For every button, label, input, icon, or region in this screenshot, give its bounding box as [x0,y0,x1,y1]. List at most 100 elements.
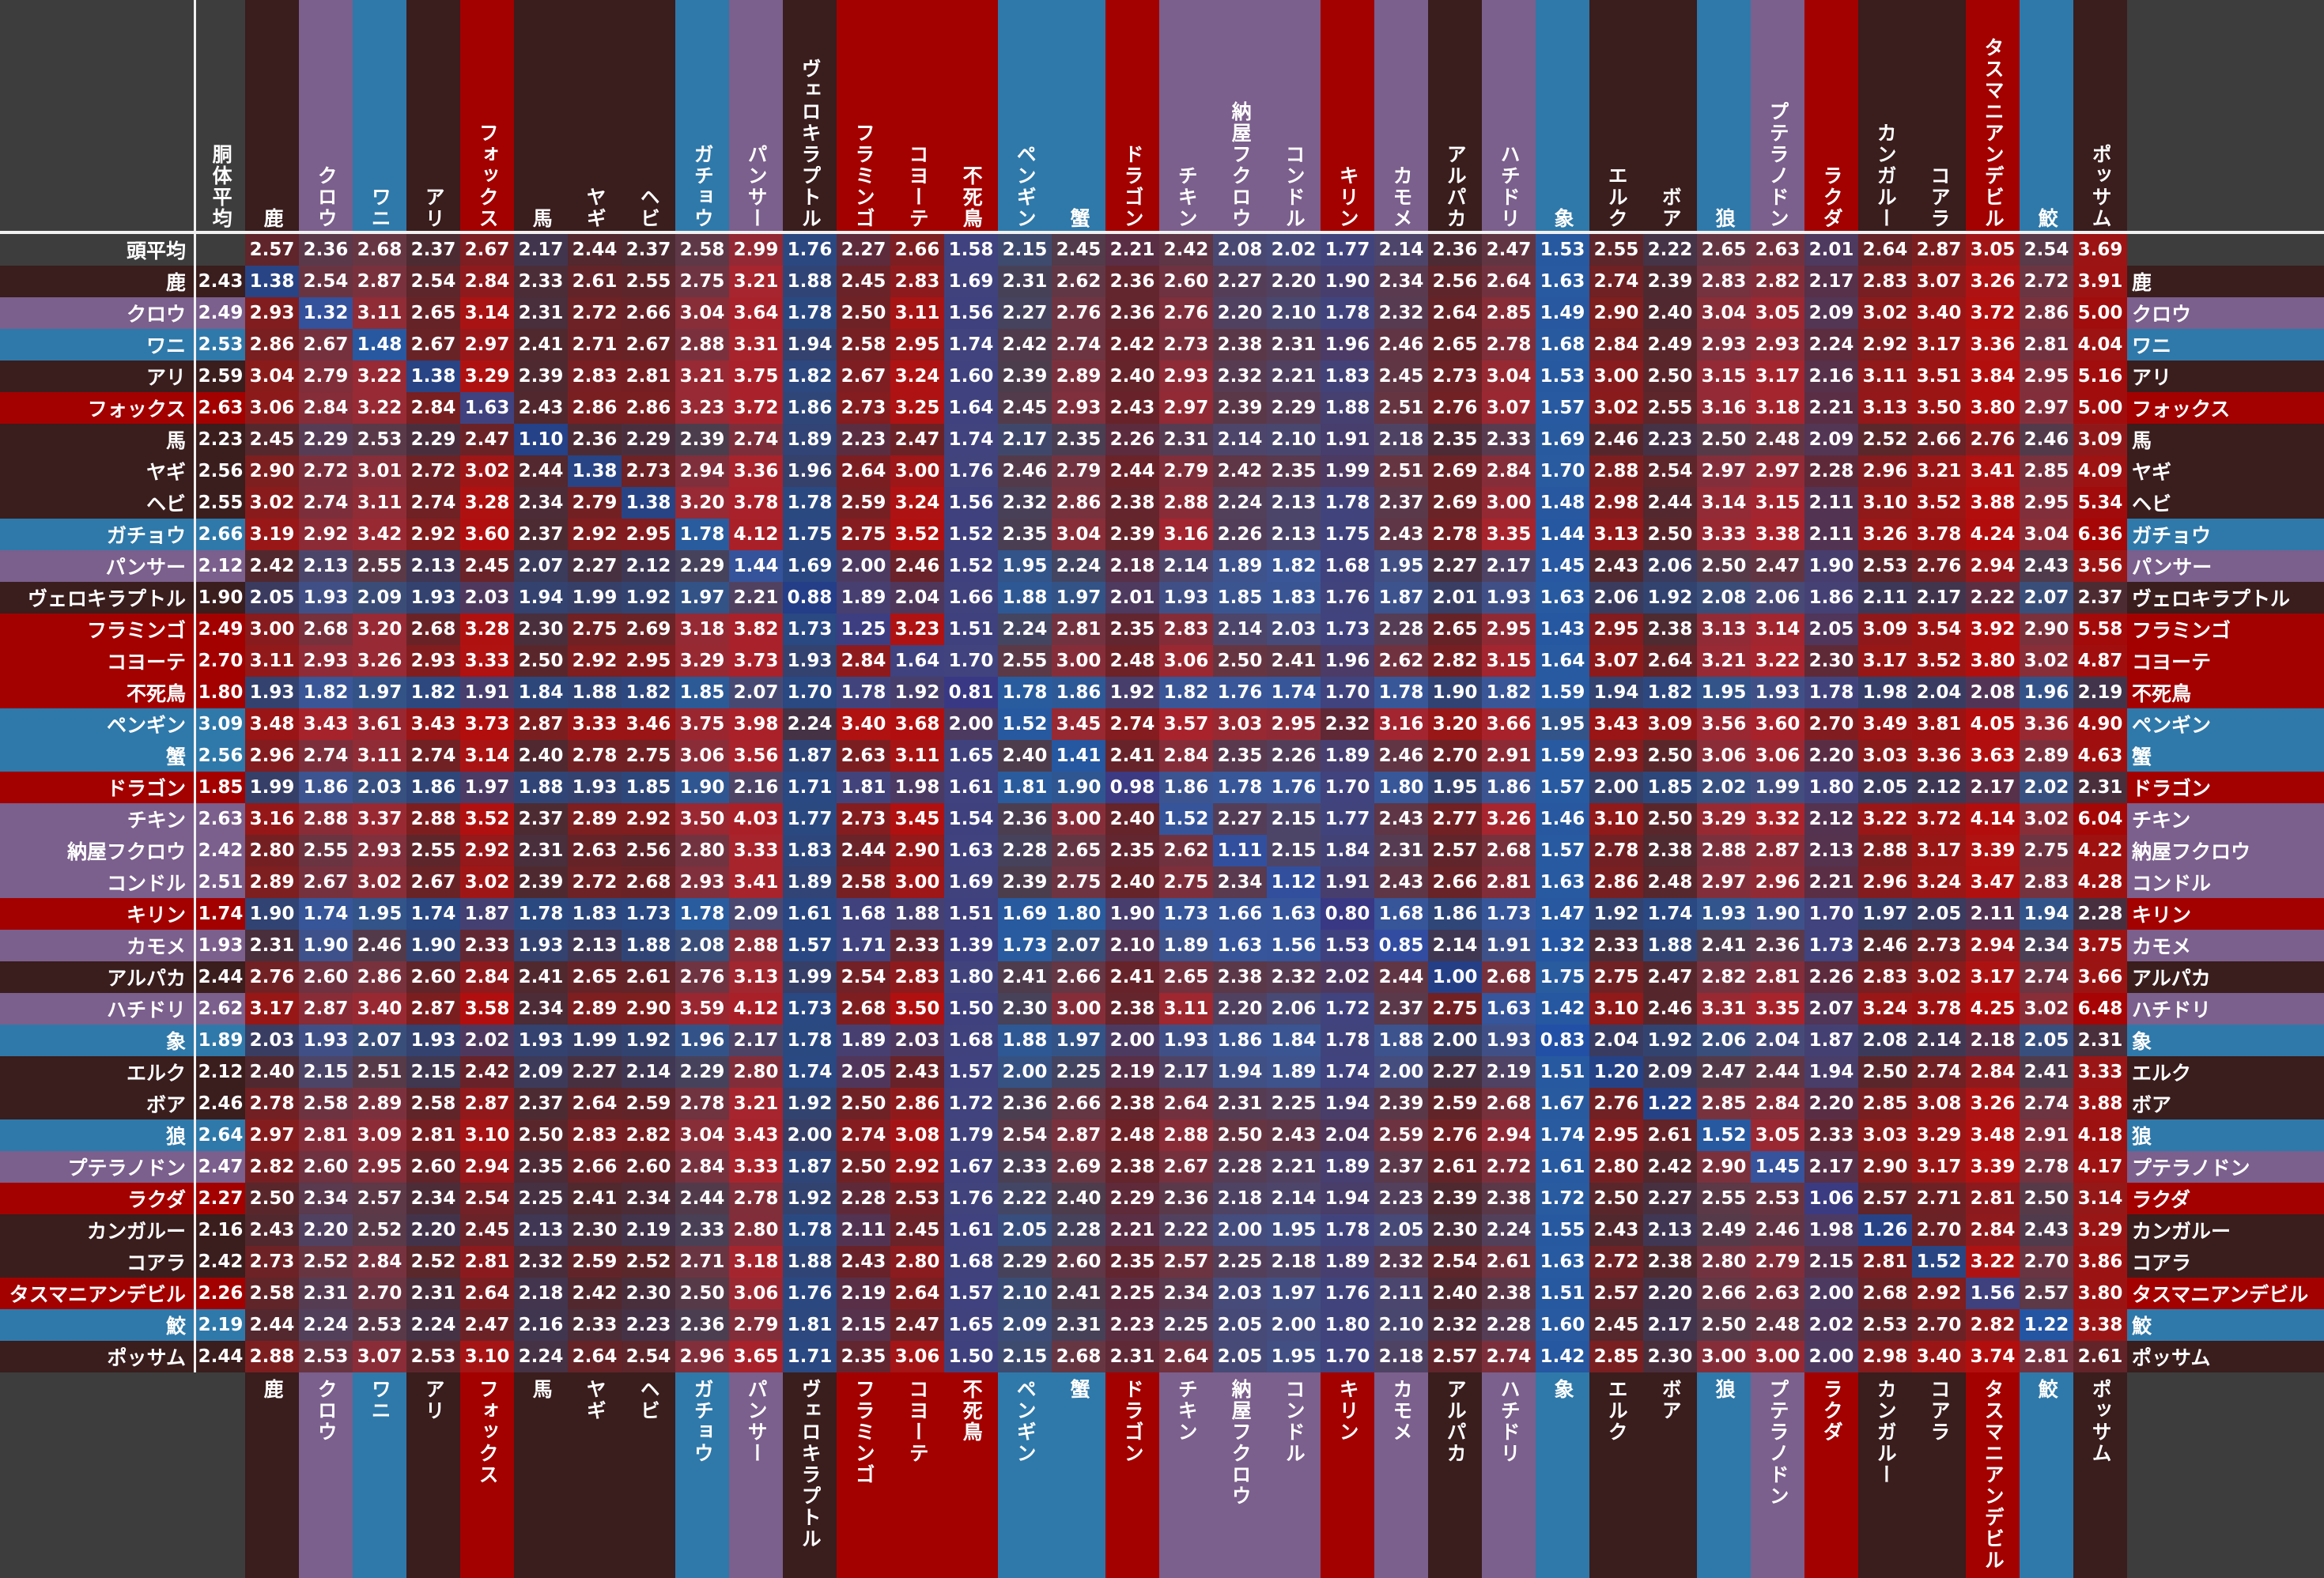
matrix-cell: 3.16 [1159,519,1213,550]
matrix-cell: 3.00 [245,613,299,645]
matrix-cell: 2.02 [460,1025,514,1056]
matrix-cell: 1.89 [783,866,837,898]
matrix-cell: 1.78 [1321,1025,1374,1056]
matrix-cell: 2.93 [675,866,729,898]
matrix-cell: 2.04 [1321,1119,1374,1151]
column-footer-text: エルク [1605,1379,1629,1443]
matrix-cell: 3.06 [1159,645,1213,677]
matrix-cell: 2.63 [568,835,622,866]
matrix-cell: 1.89 [1321,1246,1374,1278]
column-footer-text: 納屋フクロウ [1229,1379,1253,1507]
matrix-cell: 1.73 [1804,930,1858,961]
matrix-cell: 2.64 [1482,266,1536,297]
matrix-cell: 2.90 [1589,297,1643,329]
matrix-cell: 1.51 [944,613,998,645]
matrix-cell: 2.46 [1374,329,1428,361]
matrix-cell: 3.91 [2073,266,2127,297]
matrix-cell: 1.80 [1052,898,1105,930]
matrix-cell: 2.51 [353,1056,406,1088]
matrix-cell: 2.27 [568,1056,622,1088]
matrix-cell: 2.38 [1482,1183,1536,1214]
matrix-cell: 2.38 [1643,1246,1697,1278]
matrix-cell: 2.35 [1105,835,1159,866]
matrix-cell: 2.24 [1052,550,1105,582]
matrix-cell: 1.76 [944,1183,998,1214]
matrix-cell: 2.70 [1912,1214,1966,1246]
matrix-cell: 1.74 [1321,1056,1374,1088]
row-label: ワニ [0,329,194,361]
matrix-cell: 1.52 [1159,803,1213,835]
matrix-cell: 1.00 [1428,961,1482,993]
matrix-cell: 2.73 [837,392,890,424]
matrix-cell: 1.78 [783,1025,837,1056]
matrix-cell: 2.20 [1213,993,1267,1025]
matrix-cell: 2.45 [1589,1309,1643,1341]
row-label: タスマニアンデビル [0,1278,194,1309]
matrix-cell: 2.03 [460,582,514,613]
row-label: 馬 [0,424,194,455]
matrix-cell: 3.11 [1858,361,1912,392]
matrix-cell: 2.81 [406,1119,460,1151]
matrix-cell: 2.04 [1751,1025,1804,1056]
column-header: 蟹 [1052,6,1105,229]
matrix-cell: 1.38 [406,361,460,392]
matrix-cell: 2.25 [1267,1088,1321,1119]
matrix-cell: 3.45 [890,803,944,835]
matrix-cell: 3.10 [1589,993,1643,1025]
matrix-cell: 2.88 [1697,835,1751,866]
matrix-cell: 1.73 [1321,613,1374,645]
matrix-cell: 3.26 [1966,1088,2020,1119]
column-header-text: 象 [1551,208,1575,229]
corner-header-text: 胴体平均 [210,144,233,229]
matrix-cell: 1.89 [1267,1056,1321,1088]
matrix-cell: 2.95 [890,329,944,361]
row-label-right: 鹿 [2127,266,2324,297]
matrix-cell: 1.39 [944,930,998,961]
matrix-cell: 2.19 [1482,1056,1536,1088]
matrix-cell: 2.88 [245,1341,299,1372]
body-average-cell: 2.66 [196,519,245,550]
matrix-cell: 1.87 [460,898,514,930]
matrix-cell: 1.88 [1643,930,1697,961]
matrix-cell: 3.86 [2073,1246,2127,1278]
matrix-cell: 2.51 [1374,392,1428,424]
matrix-cell: 1.92 [1105,677,1159,708]
matrix-cell: 2.95 [353,1151,406,1183]
matrix-cell: 1.44 [729,550,783,582]
matrix-cell: 2.31 [2073,772,2127,803]
row-label: コヨーテ [0,645,194,677]
matrix-cell: 3.60 [1751,708,1804,740]
matrix-cell: 5.34 [2073,487,2127,519]
column-header: ワニ [353,6,406,229]
matrix-cell: 2.65 [568,961,622,993]
matrix-cell: 2.09 [729,898,783,930]
matrix-cell: 3.11 [890,740,944,772]
matrix-cell: 2.34 [1159,1278,1213,1309]
matrix-cell: 1.75 [1321,519,1374,550]
matrix-cell: 2.06 [1751,582,1804,613]
matrix-cell: 2.35 [1428,424,1482,455]
row-label-right: ワニ [2127,329,2324,361]
column-header: フラミンゴ [837,6,890,229]
matrix-cell: 3.16 [1374,708,1428,740]
matrix-cell: 2.80 [245,835,299,866]
matrix-cell: 2.50 [1697,550,1751,582]
head-average-cell: 2.99 [729,234,783,266]
matrix-cell: 2.00 [998,1056,1052,1088]
body-average-cell: 2.42 [196,1246,245,1278]
matrix-cell: 2.24 [783,708,837,740]
matrix-cell: 1.57 [1536,772,1589,803]
matrix-cell: 2.15 [837,1309,890,1341]
matrix-cell: 3.03 [1858,1119,1912,1151]
matrix-cell: 1.12 [1267,866,1321,898]
column-header-text: 狼 [1713,208,1736,229]
matrix-cell: 2.41 [514,329,568,361]
column-footer: キリン [1321,1379,1374,1578]
matrix-cell: 3.43 [729,1119,783,1151]
matrix-cell: 2.71 [675,1246,729,1278]
matrix-cell: 1.92 [783,1183,837,1214]
matrix-cell: 1.57 [944,1056,998,1088]
body-average-cell: 2.44 [196,1341,245,1372]
matrix-cell: 0.80 [1321,898,1374,930]
matrix-cell: 1.64 [890,645,944,677]
